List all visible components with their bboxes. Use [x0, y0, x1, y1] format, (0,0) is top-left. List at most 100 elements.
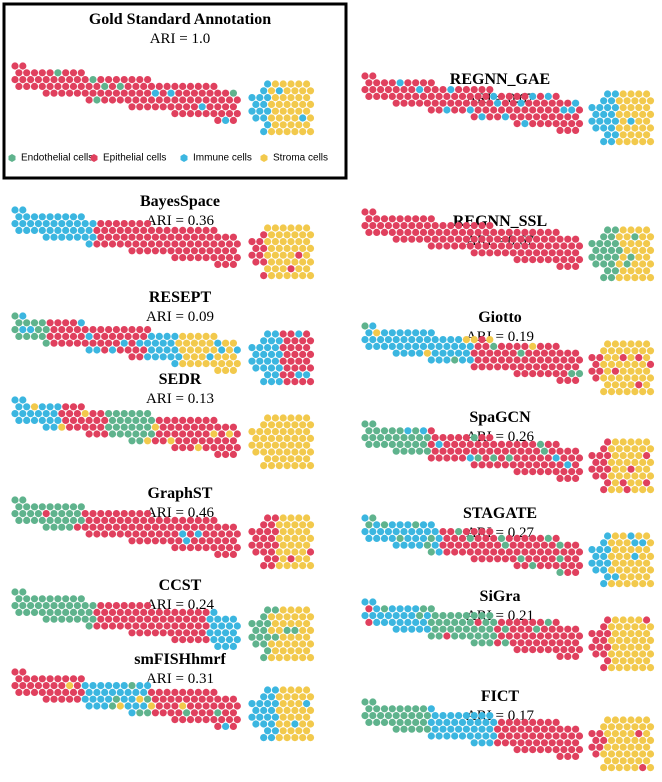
spot: [540, 99, 549, 107]
spot: [615, 636, 623, 645]
spot: [252, 364, 260, 372]
spot: [218, 544, 226, 552]
spot: [183, 339, 191, 347]
spot: [536, 468, 545, 476]
spot: [427, 329, 435, 337]
spot: [93, 702, 101, 710]
spot-plot: [361, 698, 655, 772]
spot: [568, 732, 576, 740]
spot: [470, 99, 478, 107]
spot: [179, 530, 187, 538]
spot: [69, 69, 78, 77]
spot: [306, 448, 315, 456]
spot: [572, 363, 580, 371]
spot: [186, 544, 195, 552]
spot: [435, 718, 443, 727]
spot: [140, 332, 148, 340]
spot: [264, 80, 272, 88]
spot: [623, 97, 631, 105]
spot: [222, 437, 230, 445]
spot: [627, 743, 635, 751]
spot: [171, 96, 179, 104]
spot: [81, 220, 89, 228]
spot: [271, 555, 279, 563]
spot: [552, 646, 560, 654]
spot: [30, 416, 39, 424]
spot: [611, 716, 620, 724]
spot: [474, 228, 482, 236]
spot: [287, 357, 295, 365]
spot: [466, 356, 474, 364]
spot: [388, 705, 396, 713]
spot: [128, 437, 136, 445]
spot: [462, 99, 470, 107]
spot: [283, 244, 291, 252]
spot: [291, 337, 299, 345]
spot: [404, 618, 412, 627]
spot: [427, 92, 435, 100]
spot: [140, 622, 148, 630]
spot: [291, 534, 299, 543]
spot: [112, 423, 120, 431]
spot: [419, 342, 428, 350]
spot: [287, 441, 295, 449]
spot: [392, 712, 400, 720]
spot: [198, 103, 206, 111]
spot: [490, 106, 498, 114]
spot: [299, 521, 307, 529]
spot: [144, 709, 152, 717]
spot: [564, 99, 572, 107]
spot: [596, 546, 604, 554]
spot: [77, 403, 85, 411]
spot: [279, 713, 287, 721]
spot: [151, 523, 159, 531]
spot: [112, 339, 120, 347]
spot: [427, 534, 435, 543]
spot: [30, 213, 39, 221]
spot: [540, 249, 549, 257]
spot: [419, 605, 428, 613]
spot: [34, 76, 43, 84]
spot: [431, 336, 439, 344]
spot: [260, 534, 268, 543]
spot: [380, 618, 389, 627]
spot: [494, 541, 502, 549]
spot: [229, 260, 237, 268]
spot: [186, 636, 195, 644]
spot: [128, 247, 136, 255]
spot: [105, 509, 113, 518]
spot: [128, 423, 136, 431]
spot: [556, 363, 564, 371]
spot: [69, 403, 78, 411]
spot: [635, 340, 643, 348]
spot: [431, 235, 439, 243]
spot: [572, 541, 580, 549]
spot: [466, 342, 474, 350]
spot: [299, 734, 307, 742]
spot: [592, 636, 600, 645]
spot: [639, 97, 647, 105]
spot: [303, 686, 311, 694]
spot: [404, 79, 412, 87]
spot: [287, 414, 295, 422]
spot: [260, 654, 268, 662]
spot: [643, 757, 651, 765]
spot: [58, 695, 66, 703]
spot: [171, 416, 179, 424]
spot-plot: [361, 208, 655, 282]
spot: [256, 251, 264, 259]
spot: [105, 89, 113, 97]
spot: [404, 228, 412, 236]
spot: [89, 615, 97, 623]
spot: [144, 523, 152, 531]
spot: [494, 447, 502, 455]
spot: [260, 364, 268, 372]
spot: [283, 421, 291, 429]
spot: [513, 718, 521, 727]
spot: [462, 612, 470, 620]
spot: [171, 240, 179, 248]
spot: [470, 113, 478, 121]
spot: [611, 381, 620, 389]
spot: [568, 548, 576, 556]
spot: [23, 516, 31, 525]
